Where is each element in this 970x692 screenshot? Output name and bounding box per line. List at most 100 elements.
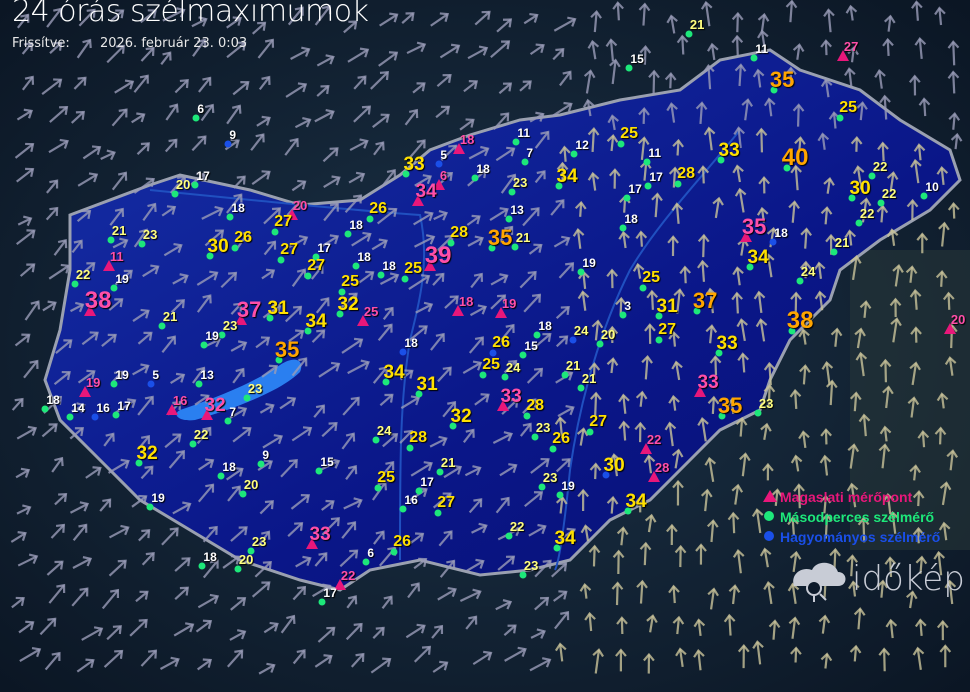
second-gauge-marker[interactable] xyxy=(158,322,166,330)
highland-station-marker[interactable] xyxy=(740,231,752,242)
second-gauge-marker[interactable] xyxy=(655,312,663,320)
station-value[interactable]: 15 xyxy=(320,454,334,469)
highland-station-marker[interactable] xyxy=(640,443,652,454)
station-value[interactable]: 27 xyxy=(307,257,325,275)
highland-station-marker[interactable] xyxy=(497,400,509,411)
station-value[interactable]: 33 xyxy=(716,332,738,354)
station-value[interactable]: 19 xyxy=(582,255,596,270)
highland-station-marker[interactable] xyxy=(452,305,464,316)
station-value[interactable]: 17 xyxy=(196,168,210,183)
station-value[interactable]: 28 xyxy=(654,460,670,476)
station-value[interactable]: 18 xyxy=(774,225,788,240)
station-value[interactable]: 19 xyxy=(151,490,165,505)
station-value[interactable]: 22 xyxy=(75,267,91,283)
station-value[interactable]: 25 xyxy=(341,273,359,291)
station-value[interactable]: 21 xyxy=(581,371,597,387)
second-gauge-marker[interactable] xyxy=(372,436,380,444)
station-value[interactable]: 13 xyxy=(200,367,214,382)
station-value[interactable]: 32 xyxy=(204,394,226,416)
second-gauge-marker[interactable] xyxy=(746,263,754,271)
second-gauge-marker[interactable] xyxy=(312,253,320,261)
station-value[interactable]: 15 xyxy=(524,338,538,353)
station-value[interactable]: 23 xyxy=(222,318,238,334)
station-value[interactable]: 6 xyxy=(439,168,448,184)
highland-station-marker[interactable] xyxy=(334,579,346,590)
station-value[interactable]: 33 xyxy=(403,153,425,175)
station-value[interactable]: 23 xyxy=(523,558,539,574)
station-value[interactable]: 23 xyxy=(542,470,558,486)
second-gauge-marker[interactable] xyxy=(770,86,778,94)
station-value[interactable]: 19 xyxy=(205,328,219,343)
station-value[interactable]: 27 xyxy=(658,321,676,339)
station-value[interactable]: 39 xyxy=(424,241,452,269)
second-gauge-marker[interactable] xyxy=(553,544,561,552)
highland-station-marker[interactable] xyxy=(433,179,445,190)
highland-station-marker[interactable] xyxy=(103,260,115,271)
second-gauge-marker[interactable] xyxy=(596,340,604,348)
second-gauge-marker[interactable] xyxy=(217,472,225,480)
station-value[interactable]: 11 xyxy=(109,249,124,265)
second-gauge-marker[interactable] xyxy=(138,240,146,248)
station-value[interactable]: 37 xyxy=(236,296,262,322)
second-gauge-marker[interactable] xyxy=(619,311,627,319)
second-gauge-marker[interactable] xyxy=(920,192,928,200)
station-value[interactable]: 25 xyxy=(642,269,660,287)
station-value[interactable]: 33 xyxy=(309,523,331,545)
second-gauge-marker[interactable] xyxy=(399,505,407,513)
second-gauge-marker[interactable] xyxy=(377,271,385,279)
second-gauge-marker[interactable] xyxy=(135,459,143,467)
second-gauge-marker[interactable] xyxy=(336,310,344,318)
second-gauge-marker[interactable] xyxy=(224,417,232,425)
highland-station-marker[interactable] xyxy=(84,305,96,316)
station-value[interactable]: 35 xyxy=(274,336,300,362)
station-value[interactable]: 24 xyxy=(800,264,816,280)
second-gauge-marker[interactable] xyxy=(479,371,487,379)
station-value[interactable]: 35 xyxy=(769,66,795,92)
second-gauge-marker[interactable] xyxy=(112,411,120,419)
highland-station-marker[interactable] xyxy=(424,260,436,271)
second-gauge-marker[interactable] xyxy=(655,336,663,344)
station-value[interactable]: 30 xyxy=(603,454,625,476)
second-gauge-marker[interactable] xyxy=(257,460,265,468)
second-gauge-marker[interactable] xyxy=(449,422,457,430)
station-value[interactable]: 5 xyxy=(440,147,448,162)
second-gauge-marker[interactable] xyxy=(796,277,804,285)
highland-station-marker[interactable] xyxy=(306,538,318,549)
station-value[interactable]: 16 xyxy=(172,393,188,409)
second-gauge-marker[interactable] xyxy=(561,371,569,379)
station-value[interactable]: 11 xyxy=(755,41,769,56)
highland-station-marker[interactable] xyxy=(453,143,465,154)
station-value[interactable]: 26 xyxy=(234,229,252,247)
second-gauge-marker[interactable] xyxy=(555,182,563,190)
station-value[interactable]: 20 xyxy=(238,552,254,568)
idokep-logo[interactable]: időkép xyxy=(790,556,965,602)
second-gauge-marker[interactable] xyxy=(434,509,442,517)
station-value[interactable]: 33 xyxy=(500,385,522,407)
second-gauge-marker[interactable] xyxy=(521,158,529,166)
station-value[interactable]: 13 xyxy=(510,202,524,217)
highland-station-marker[interactable] xyxy=(166,404,178,415)
second-gauge-marker[interactable] xyxy=(415,390,423,398)
second-gauge-marker[interactable] xyxy=(198,562,206,570)
station-value[interactable]: 12 xyxy=(575,137,589,152)
second-gauge-marker[interactable] xyxy=(234,565,242,573)
station-value[interactable]: 18 xyxy=(349,217,363,232)
second-gauge-marker[interactable] xyxy=(110,284,118,292)
second-gauge-marker[interactable] xyxy=(644,182,652,190)
station-value[interactable]: 26 xyxy=(369,200,387,218)
second-gauge-marker[interactable] xyxy=(271,228,279,236)
second-gauge-marker[interactable] xyxy=(315,467,323,475)
second-gauge-marker[interactable] xyxy=(533,331,541,339)
second-gauge-marker[interactable] xyxy=(41,405,49,413)
second-gauge-marker[interactable] xyxy=(352,262,360,270)
station-value[interactable]: 32 xyxy=(450,405,472,427)
second-gauge-marker[interactable] xyxy=(577,268,585,276)
station-value[interactable]: 23 xyxy=(758,396,774,412)
station-value[interactable]: 22 xyxy=(859,206,875,222)
second-gauge-marker[interactable] xyxy=(643,158,651,166)
station-value[interactable]: 34 xyxy=(747,246,769,268)
second-gauge-marker[interactable] xyxy=(685,30,693,38)
station-value[interactable]: 35 xyxy=(487,224,513,250)
second-gauge-marker[interactable] xyxy=(206,252,214,260)
second-gauge-marker[interactable] xyxy=(505,532,513,540)
